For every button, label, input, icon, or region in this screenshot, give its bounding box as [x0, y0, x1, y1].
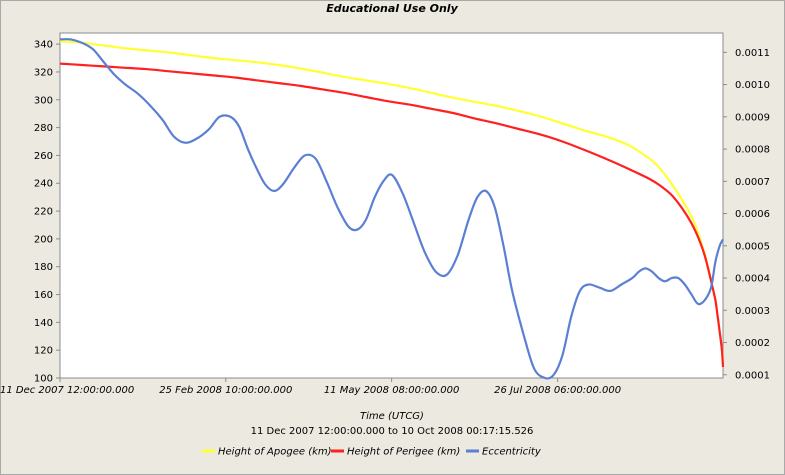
left-y-tick-label: 240: [34, 179, 53, 190]
right-y-tick-label: 0.0010: [735, 80, 770, 91]
right-y-tick-label: 0.0009: [735, 112, 770, 123]
left-y-tick-label: 180: [34, 262, 53, 273]
legend: Height of Apogee (km) Height of Perigee (…: [202, 447, 542, 458]
x-range-text: 11 Dec 2007 12:00:00.000 to 10 Oct 2008 …: [251, 426, 534, 437]
eccentricity-line: [59, 38, 724, 380]
left-y-tick-label: 140: [34, 318, 53, 329]
left-y-tick-label: 260: [34, 151, 53, 162]
x-axis-label: Time (UTCG): [360, 411, 424, 422]
left-y-tick-label: 160: [34, 290, 53, 301]
left-y-axis: 100 120 140 160 180 200 220 240 260 280 300 320 340: [34, 40, 60, 385]
legend-label: Eccentricity: [482, 447, 542, 458]
left-y-tick-label: 120: [34, 346, 53, 357]
x-tick-label: 11 Dec 2007 12:00:00.000: [0, 385, 134, 396]
series-lines: [59, 38, 725, 380]
x-tick-label: 11 May 2008 08:00:00.000: [324, 385, 460, 396]
left-y-tick-label: 320: [34, 67, 53, 78]
left-y-tick-label: 220: [34, 207, 53, 218]
left-y-tick-label: 100: [34, 374, 53, 385]
right-y-tick-label: 0.0003: [735, 306, 770, 317]
right-y-tick-label: 0.0011: [735, 48, 770, 59]
right-y-tick-label: 0.0007: [735, 177, 770, 188]
x-tick-label: 26 Jul 2008 06:00:00.000: [494, 385, 621, 396]
right-y-tick-label: 0.0001: [735, 370, 770, 381]
x-axis: 11 Dec 2007 12:00:00.000 25 Feb 2008 10:0…: [0, 378, 621, 396]
left-y-tick-label: 280: [34, 123, 53, 134]
left-y-tick-label: 300: [34, 95, 53, 106]
right-y-tick-label: 0.0002: [735, 338, 770, 349]
legend-label: Height of Apogee (km): [218, 447, 332, 458]
right-y-tick-label: 0.0004: [735, 274, 770, 285]
left-y-tick-label: 200: [34, 234, 53, 245]
height-of-perigee-line: [59, 62, 725, 367]
right-y-tick-label: 0.0006: [735, 209, 770, 220]
right-y-axis: 0.0001 0.0002 0.0003 0.0004 0.0005 0.0006 0.00…: [723, 48, 770, 381]
legend-label: Height of Perigee (km): [347, 447, 460, 458]
plot-area: [59, 32, 724, 379]
right-y-tick-label: 0.0008: [735, 145, 770, 156]
right-y-tick-label: 0.0005: [735, 241, 770, 252]
chart-title: Educational Use Only: [326, 2, 458, 15]
left-y-tick-label: 340: [34, 40, 53, 51]
x-tick-label: 25 Feb 2008 10:00:00.000: [159, 385, 292, 396]
